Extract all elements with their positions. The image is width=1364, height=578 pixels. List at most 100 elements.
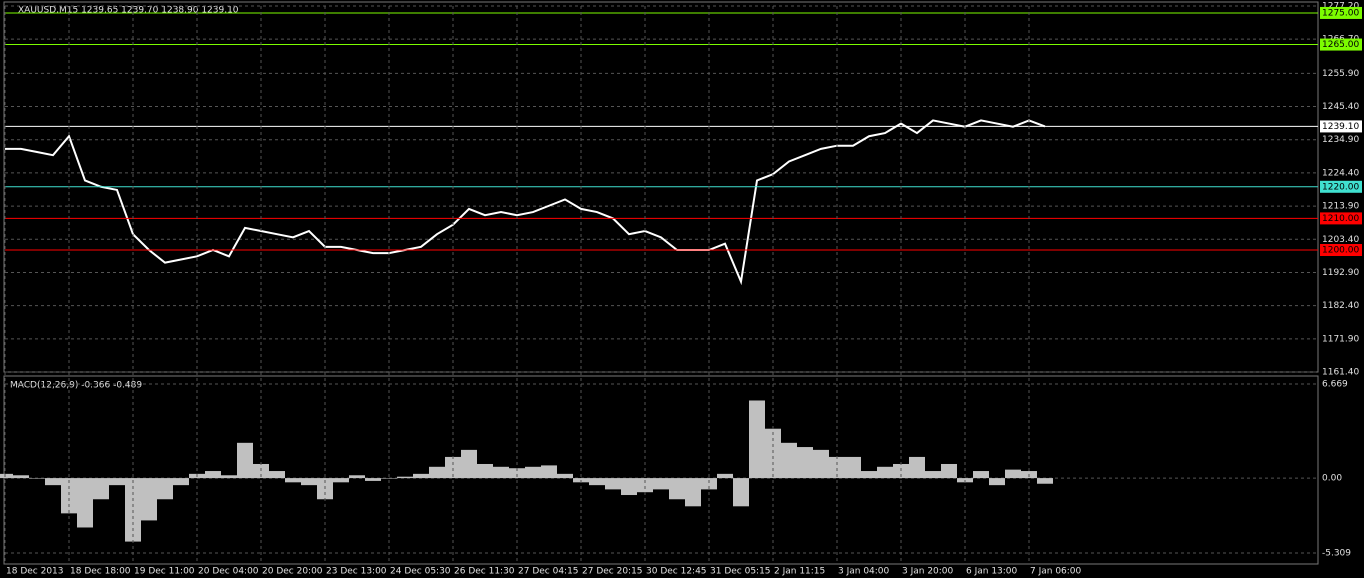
macd-bar bbox=[797, 447, 813, 479]
macd-bar bbox=[221, 475, 237, 479]
macd-bar bbox=[717, 473, 733, 479]
level-tag bbox=[1320, 180, 1362, 193]
y-tick-label: 1255.90 bbox=[1322, 69, 1359, 79]
level-tag bbox=[1320, 38, 1362, 51]
macd-bar bbox=[253, 463, 269, 479]
macd-bar bbox=[109, 478, 125, 486]
x-tick-label: 30 Dec 12:45 bbox=[646, 567, 707, 577]
y-tick-label: 1213.90 bbox=[1322, 202, 1359, 212]
x-tick-label: 27 Dec 04:15 bbox=[518, 567, 579, 577]
level-label: 1210.00 bbox=[1322, 214, 1359, 224]
macd-bar bbox=[861, 471, 877, 479]
macd-bar bbox=[973, 471, 989, 479]
x-tick-label: 31 Dec 05:15 bbox=[710, 567, 771, 577]
y-tick-label: 6.669 bbox=[1322, 380, 1348, 390]
price-line bbox=[5, 119, 1046, 286]
x-tick-label: 26 Dec 11:30 bbox=[454, 567, 515, 577]
macd-bar bbox=[269, 471, 285, 479]
y-tick-label: 1161.40 bbox=[1322, 368, 1359, 378]
level-label: 1265.00 bbox=[1322, 40, 1359, 50]
level-tag bbox=[1320, 244, 1362, 256]
macd-bar bbox=[61, 478, 77, 514]
y-tick-label: 1171.90 bbox=[1322, 334, 1359, 344]
macd-bar bbox=[909, 456, 925, 479]
macd-bar bbox=[1037, 478, 1053, 484]
macd-bar bbox=[45, 478, 61, 486]
y-tick-label: 1245.40 bbox=[1322, 102, 1359, 112]
macd-bar bbox=[461, 449, 477, 479]
macd-bar bbox=[605, 478, 621, 490]
macd-bar bbox=[637, 478, 653, 493]
y-tick-label: -5.309 bbox=[1322, 549, 1351, 559]
level-label: 1239.10 bbox=[1322, 122, 1359, 132]
macd-bar bbox=[205, 471, 221, 479]
y-tick-label: 1234.90 bbox=[1322, 135, 1359, 145]
y-tick-label: 1192.90 bbox=[1322, 268, 1359, 278]
macd-bar bbox=[93, 478, 109, 500]
y-tick-label: 1203.40 bbox=[1322, 235, 1359, 245]
level-label: 1220.00 bbox=[1322, 182, 1359, 192]
x-tick-label: 23 Dec 13:00 bbox=[326, 567, 387, 577]
x-tick-label: 20 Dec 04:00 bbox=[198, 567, 259, 577]
macd-bar bbox=[477, 463, 493, 479]
macd-bar bbox=[829, 456, 845, 479]
level-tag bbox=[1320, 212, 1362, 225]
macd-bar bbox=[749, 400, 765, 479]
x-tick-label: 18 Dec 18:00 bbox=[70, 567, 131, 577]
macd-bar bbox=[429, 466, 445, 479]
level-label: 1200.00 bbox=[1322, 246, 1359, 256]
level-tag bbox=[1320, 120, 1362, 133]
macd-bar bbox=[813, 449, 829, 479]
macd-bar bbox=[413, 473, 429, 479]
macd-bar bbox=[781, 442, 797, 479]
macd-bar bbox=[1005, 469, 1021, 479]
y-tick-label: 0.00 bbox=[1322, 474, 1342, 484]
x-tick-label: 27 Dec 20:15 bbox=[582, 567, 643, 577]
y-tick-label: 1277.20 bbox=[1322, 2, 1359, 12]
macd-bar bbox=[157, 478, 173, 500]
macd-bar bbox=[653, 478, 669, 490]
macd-bar bbox=[173, 478, 189, 486]
macd-bar bbox=[621, 478, 637, 496]
x-tick-label: 20 Dec 20:00 bbox=[262, 567, 323, 577]
macd-bar bbox=[141, 478, 157, 521]
level-tag bbox=[1320, 6, 1362, 19]
macd-bar bbox=[365, 478, 381, 481]
macd-bar bbox=[13, 475, 29, 479]
macd-bar bbox=[765, 428, 781, 479]
x-tick-label: 18 Dec 2013 bbox=[6, 567, 64, 577]
x-tick-label: 6 Jan 13:00 bbox=[966, 567, 1018, 577]
macd-bar bbox=[685, 478, 701, 507]
macd-bar bbox=[925, 471, 941, 479]
macd-bar bbox=[877, 466, 893, 479]
macd-bar bbox=[0, 473, 13, 479]
macd-bar bbox=[77, 478, 93, 528]
x-tick-label: 2 Jan 11:15 bbox=[774, 567, 825, 577]
macd-panel bbox=[3, 375, 1319, 565]
macd-bar bbox=[349, 475, 365, 479]
macd-bar bbox=[701, 478, 717, 490]
macd-bar bbox=[669, 478, 685, 500]
macd-title: MACD(12,26,9) -0.366 -0.489 bbox=[10, 381, 142, 391]
macd-bar bbox=[125, 478, 141, 542]
macd-bar bbox=[525, 466, 541, 479]
macd-bar bbox=[445, 456, 461, 479]
y-tick-label: 1182.40 bbox=[1322, 301, 1359, 311]
macd-bar bbox=[301, 478, 317, 486]
macd-bar bbox=[893, 463, 909, 479]
x-tick-label: 24 Dec 05:30 bbox=[390, 567, 451, 577]
x-tick-label: 3 Jan 20:00 bbox=[902, 567, 954, 577]
macd-bar bbox=[541, 465, 557, 479]
x-tick-label: 19 Dec 11:00 bbox=[134, 567, 195, 577]
macd-bar bbox=[493, 466, 509, 479]
macd-bar bbox=[285, 478, 301, 483]
macd-bar bbox=[589, 478, 605, 486]
level-label: 1275.00 bbox=[1322, 8, 1359, 18]
macd-bar bbox=[557, 473, 573, 479]
macd-bar bbox=[397, 476, 413, 479]
price-title: XAUUSD,M15 1239.65 1239.70 1238.90 1239.… bbox=[18, 6, 239, 16]
macd-bar bbox=[29, 478, 45, 479]
macd-bar bbox=[941, 463, 957, 479]
x-tick-label: 3 Jan 04:00 bbox=[838, 567, 890, 577]
